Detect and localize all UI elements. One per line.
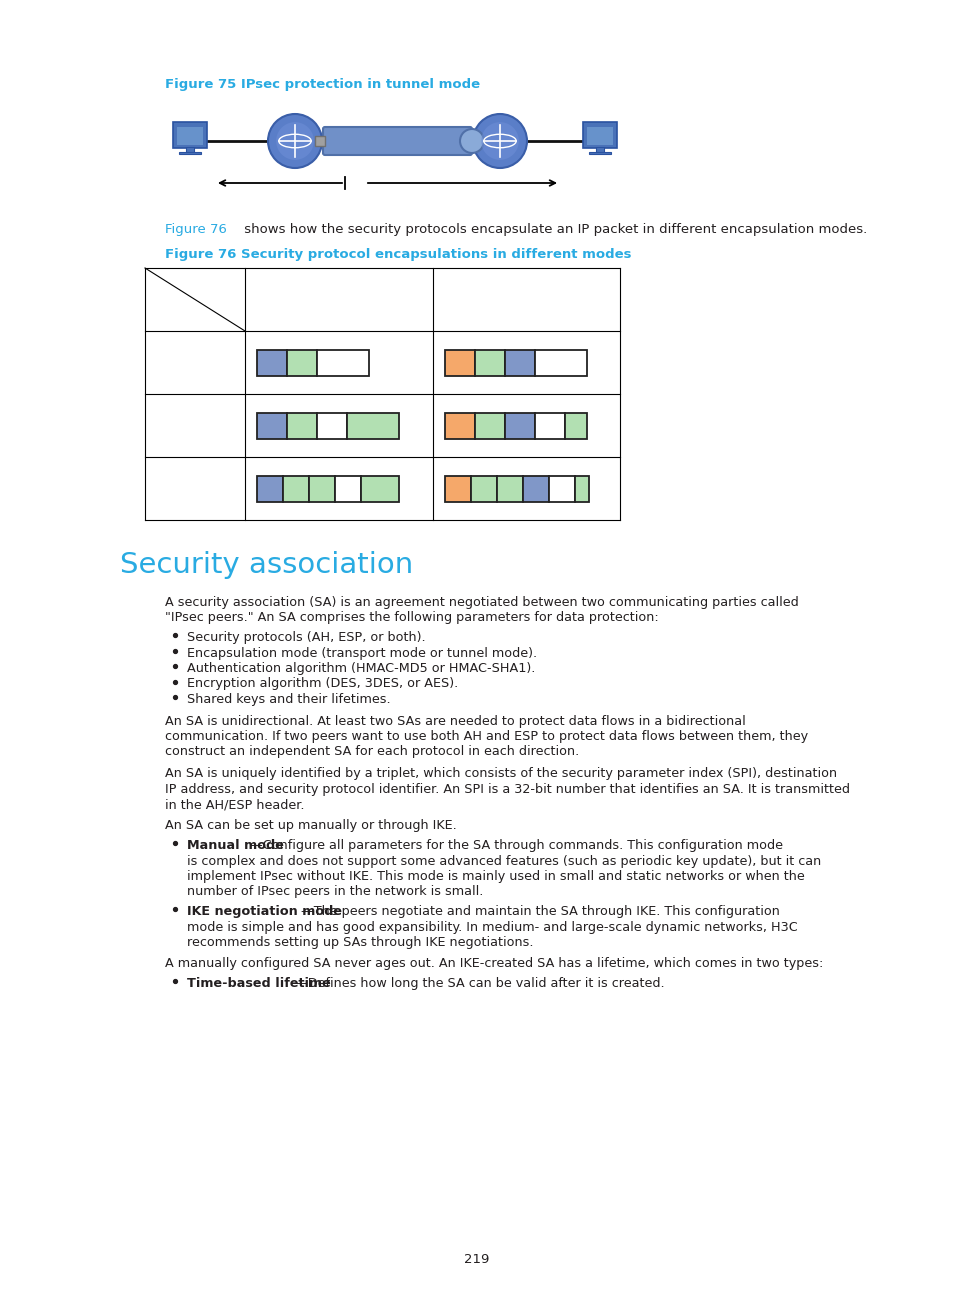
Bar <box>178 152 201 154</box>
FancyBboxPatch shape <box>504 350 535 376</box>
Text: —Configure all parameters for the SA through commands. This configuration mode: —Configure all parameters for the SA thr… <box>250 839 781 851</box>
FancyBboxPatch shape <box>444 476 471 502</box>
Text: construct an independent SA for each protocol in each direction.: construct an independent SA for each pro… <box>165 745 578 758</box>
Text: A manually configured SA never ages out. An IKE-created SA has a lifetime, which: A manually configured SA never ages out.… <box>165 958 822 971</box>
Text: A security association (SA) is an agreement negotiated between two communicating: A security association (SA) is an agreem… <box>165 596 798 609</box>
Text: is complex and does not support some advanced features (such as periodic key upd: is complex and does not support some adv… <box>187 854 821 867</box>
Text: —Defines how long the SA can be valid after it is created.: —Defines how long the SA can be valid af… <box>295 977 664 990</box>
FancyBboxPatch shape <box>256 412 287 438</box>
FancyBboxPatch shape <box>535 412 564 438</box>
Circle shape <box>275 122 314 159</box>
Text: Figure 75 IPsec protection in tunnel mode: Figure 75 IPsec protection in tunnel mod… <box>165 78 479 91</box>
FancyBboxPatch shape <box>582 122 617 148</box>
Text: Authentication algorithm (HMAC-MD5 or HMAC-SHA1).: Authentication algorithm (HMAC-MD5 or HM… <box>187 662 535 675</box>
Bar <box>186 148 194 153</box>
Text: An SA can be set up manually or through IKE.: An SA can be set up manually or through … <box>165 819 456 832</box>
FancyBboxPatch shape <box>172 122 207 148</box>
Text: Security protocols (AH, ESP, or both).: Security protocols (AH, ESP, or both). <box>187 631 425 644</box>
FancyBboxPatch shape <box>475 350 504 376</box>
FancyBboxPatch shape <box>497 476 522 502</box>
Text: An SA is uniquely identified by a triplet, which consists of the security parame: An SA is uniquely identified by a triple… <box>165 767 836 780</box>
FancyBboxPatch shape <box>475 412 504 438</box>
FancyBboxPatch shape <box>309 476 335 502</box>
Circle shape <box>473 114 526 168</box>
FancyBboxPatch shape <box>323 127 472 156</box>
FancyBboxPatch shape <box>444 412 475 438</box>
FancyBboxPatch shape <box>587 127 612 145</box>
FancyBboxPatch shape <box>522 476 548 502</box>
FancyBboxPatch shape <box>314 136 325 146</box>
Text: "IPsec peers." An SA comprises the following parameters for data protection:: "IPsec peers." An SA comprises the follo… <box>165 612 659 625</box>
FancyBboxPatch shape <box>256 350 287 376</box>
Text: Manual mode: Manual mode <box>187 839 284 851</box>
FancyBboxPatch shape <box>316 412 347 438</box>
Text: 219: 219 <box>464 1253 489 1266</box>
FancyBboxPatch shape <box>535 350 586 376</box>
Text: in the AH/ESP header.: in the AH/ESP header. <box>165 798 304 811</box>
FancyBboxPatch shape <box>347 412 398 438</box>
Text: mode is simple and has good expansibility. In medium- and large-scale dynamic ne: mode is simple and has good expansibilit… <box>187 920 797 933</box>
Text: IP address, and security protocol identifier. An SPI is a 32-bit number that ide: IP address, and security protocol identi… <box>165 783 849 796</box>
Text: implement IPsec without IKE. This mode is mainly used in small and static networ: implement IPsec without IKE. This mode i… <box>187 870 804 883</box>
Text: Figure 76 Security protocol encapsulations in different modes: Figure 76 Security protocol encapsulatio… <box>165 248 631 260</box>
Text: IKE negotiation mode: IKE negotiation mode <box>187 905 341 918</box>
FancyBboxPatch shape <box>444 350 475 376</box>
Bar <box>588 152 611 154</box>
Text: Shared keys and their lifetimes.: Shared keys and their lifetimes. <box>187 693 390 706</box>
FancyBboxPatch shape <box>177 127 202 145</box>
FancyBboxPatch shape <box>335 476 360 502</box>
Text: Encryption algorithm (DES, 3DES, or AES).: Encryption algorithm (DES, 3DES, or AES)… <box>187 678 457 691</box>
Text: Figure 76: Figure 76 <box>165 223 227 236</box>
Text: shows how the security protocols encapsulate an IP packet in different encapsula: shows how the security protocols encapsu… <box>240 223 866 236</box>
FancyBboxPatch shape <box>360 476 398 502</box>
FancyBboxPatch shape <box>287 412 316 438</box>
Text: —The peers negotiate and maintain the SA through IKE. This configuration: —The peers negotiate and maintain the SA… <box>301 905 780 918</box>
Text: number of IPsec peers in the network is small.: number of IPsec peers in the network is … <box>187 885 483 898</box>
Text: recommends setting up SAs through IKE negotiations.: recommends setting up SAs through IKE ne… <box>187 936 533 949</box>
Circle shape <box>268 114 322 168</box>
Bar <box>596 148 603 153</box>
FancyBboxPatch shape <box>575 476 588 502</box>
FancyBboxPatch shape <box>256 476 283 502</box>
FancyBboxPatch shape <box>471 476 497 502</box>
Text: An SA is unidirectional. At least two SAs are needed to protect data flows in a : An SA is unidirectional. At least two SA… <box>165 714 745 727</box>
FancyBboxPatch shape <box>548 476 575 502</box>
Text: communication. If two peers want to use both AH and ESP to protect data flows be: communication. If two peers want to use … <box>165 730 807 743</box>
FancyBboxPatch shape <box>287 350 316 376</box>
Text: Security association: Security association <box>120 551 413 579</box>
FancyBboxPatch shape <box>564 412 586 438</box>
FancyBboxPatch shape <box>283 476 309 502</box>
Circle shape <box>480 122 518 159</box>
Circle shape <box>459 130 483 153</box>
FancyBboxPatch shape <box>504 412 535 438</box>
Text: Time-based lifetime: Time-based lifetime <box>187 977 331 990</box>
FancyBboxPatch shape <box>316 350 369 376</box>
Text: Encapsulation mode (transport mode or tunnel mode).: Encapsulation mode (transport mode or tu… <box>187 647 537 660</box>
